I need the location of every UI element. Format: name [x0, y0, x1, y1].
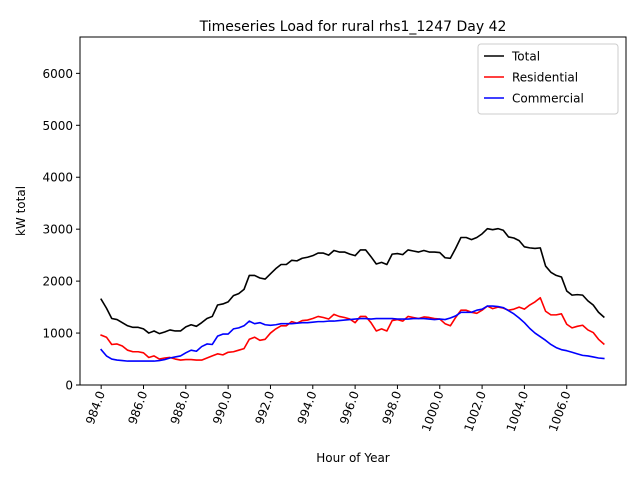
y-tick-label: 4000 [42, 171, 73, 185]
y-axis-ticks: 0 1000 2000 3000 4000 5000 6000 [42, 67, 80, 393]
y-tick-label: 1000 [42, 327, 73, 341]
series-line-total [100, 227, 605, 335]
y-tick-label: 5000 [42, 119, 73, 133]
series-line-residential [100, 296, 605, 361]
series-line-commercial [100, 305, 605, 362]
legend-label-residential: Residential [512, 71, 578, 85]
chart-title: Timeseries Load for rural rhs1_1247 Day … [199, 19, 507, 35]
series-lines [100, 227, 605, 362]
y-tick-label: 0 [65, 379, 73, 393]
y-axis-label: kW total [14, 186, 28, 236]
legend: Total Residential Commercial [477, 43, 619, 115]
y-tick-label: 3000 [42, 223, 73, 237]
legend-box [477, 43, 619, 115]
plot-frame [79, 36, 627, 386]
y-tick-label: 2000 [42, 275, 73, 289]
y-tick-label: 6000 [42, 67, 73, 81]
legend-label-commercial: Commercial [512, 92, 584, 106]
x-axis-label: Hour of Year [316, 451, 390, 465]
legend-label-total: Total [511, 50, 540, 64]
